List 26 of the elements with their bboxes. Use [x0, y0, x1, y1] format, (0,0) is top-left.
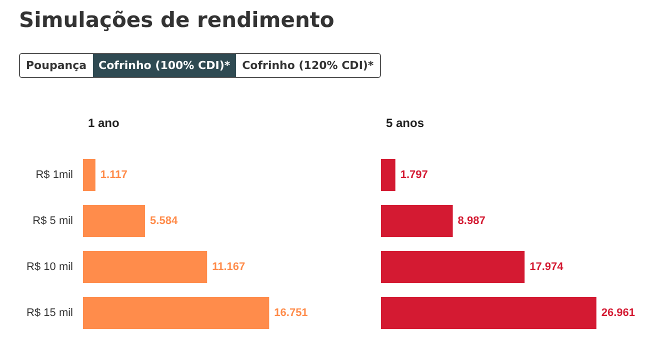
bar — [381, 297, 596, 329]
data-label: 8.987 — [458, 215, 486, 227]
text: Simulações de rendimento — [19, 8, 334, 32]
y-tick-label: R$ 5 mil — [32, 215, 73, 227]
data-label: 16.751 — [274, 307, 308, 319]
bar — [83, 251, 208, 283]
y-tick-label: R$ 1mil — [36, 169, 73, 181]
data-label: 1.797 — [400, 169, 428, 181]
data-label: 11.167 — [212, 261, 246, 273]
chart-title: 5 anos — [386, 116, 424, 130]
text: Poupança — [20, 54, 93, 77]
text: Cofrinho (120% CDI)* — [236, 54, 380, 77]
data-label: 17.974 — [530, 261, 564, 273]
y-tick-label: R$ 10 mil — [26, 261, 73, 273]
bar — [83, 205, 146, 237]
text: Cofrinho (100% CDI)* — [92, 54, 236, 77]
chart-title: 1 ano — [88, 116, 120, 130]
bar — [83, 159, 96, 191]
y-tick-label: R$ 15 mil — [26, 307, 73, 319]
bar — [381, 205, 453, 237]
bar — [381, 159, 396, 191]
bar — [83, 297, 270, 329]
data-label: 1.117 — [100, 169, 128, 181]
bar — [381, 251, 525, 283]
data-label: 5.584 — [150, 215, 178, 227]
data-label: 26.961 — [601, 307, 636, 319]
